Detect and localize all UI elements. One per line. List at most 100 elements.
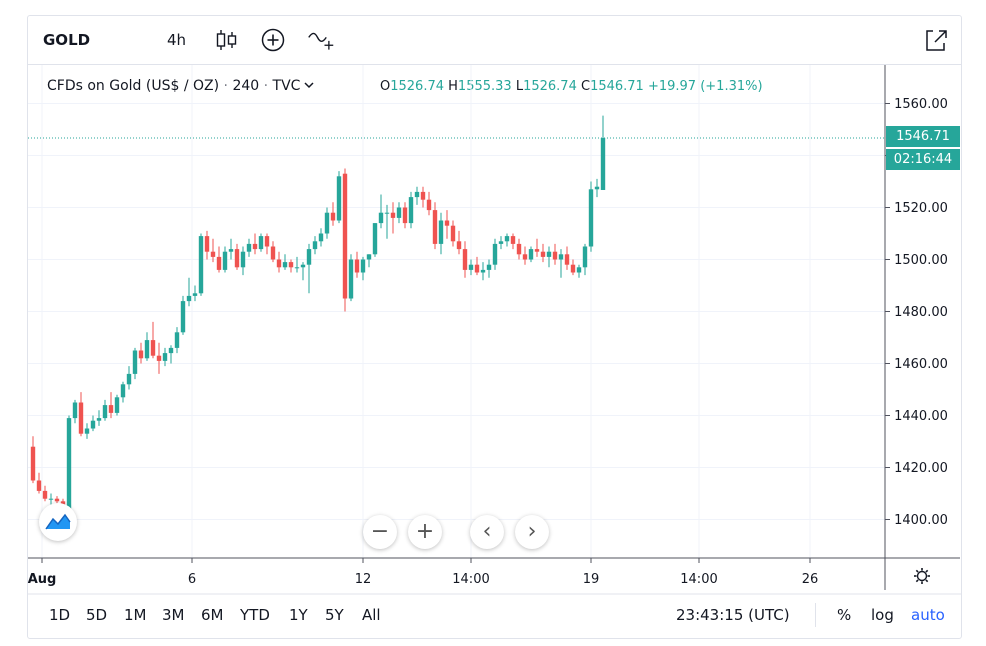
candle[interactable] — [504, 233, 510, 247]
candle[interactable] — [324, 207, 330, 239]
range-3m-button[interactable]: 3M — [162, 606, 185, 624]
zoom-out-button[interactable]: − — [363, 515, 397, 549]
candle[interactable] — [210, 238, 216, 263]
candle[interactable] — [66, 415, 72, 512]
candle[interactable] — [258, 233, 264, 252]
candle[interactable] — [222, 246, 228, 273]
candle[interactable] — [294, 256, 300, 273]
candle[interactable] — [246, 238, 252, 257]
candle[interactable] — [528, 246, 534, 263]
candle[interactable] — [366, 254, 372, 268]
candle[interactable] — [288, 259, 294, 273]
log-scale-button[interactable]: log — [871, 606, 894, 624]
candle[interactable] — [156, 342, 162, 374]
candle[interactable] — [474, 256, 480, 276]
indicators-icon[interactable] — [307, 27, 335, 53]
candle[interactable] — [564, 246, 570, 270]
candle[interactable] — [378, 194, 384, 229]
range-5d-button[interactable]: 5D — [86, 606, 108, 624]
candle[interactable] — [480, 262, 486, 281]
candle[interactable] — [132, 347, 138, 380]
candle[interactable] — [594, 178, 600, 198]
percent-scale-button[interactable]: % — [837, 606, 852, 624]
candle[interactable] — [102, 399, 108, 421]
candle[interactable] — [42, 485, 48, 502]
chart-settings-gear-icon[interactable] — [914, 568, 930, 584]
candle[interactable] — [240, 246, 246, 276]
open-in-new-window-icon[interactable] — [922, 27, 950, 53]
candle[interactable] — [192, 285, 198, 302]
range-5y-button[interactable]: 5Y — [325, 606, 344, 624]
candle[interactable] — [204, 230, 210, 260]
candle[interactable] — [186, 277, 192, 307]
candle[interactable] — [354, 251, 360, 278]
compare-add-icon[interactable] — [259, 27, 287, 53]
candle[interactable] — [360, 256, 366, 281]
candle[interactable] — [450, 220, 456, 247]
candle[interactable] — [588, 181, 594, 252]
candle[interactable] — [264, 233, 270, 255]
candle[interactable] — [162, 347, 168, 367]
candle[interactable] — [234, 243, 240, 270]
tradingview-logo[interactable] — [39, 503, 77, 541]
candle[interactable] — [552, 243, 558, 265]
auto-scale-button[interactable]: auto — [911, 606, 945, 624]
candle[interactable] — [114, 394, 120, 416]
zoom-in-button[interactable]: + — [408, 515, 442, 549]
candle[interactable] — [456, 230, 462, 255]
timezone-clock-button[interactable]: 23:43:15 (UTC) — [676, 606, 790, 624]
candle[interactable] — [150, 321, 156, 359]
candle[interactable] — [462, 241, 468, 278]
candle[interactable] — [30, 436, 36, 484]
candle[interactable] — [420, 186, 426, 208]
candle[interactable] — [168, 345, 174, 364]
candle[interactable] — [522, 246, 528, 265]
candle[interactable] — [342, 168, 348, 312]
range-1y-button[interactable]: 1Y — [289, 606, 308, 624]
candle[interactable] — [270, 241, 276, 263]
candle[interactable] — [144, 332, 150, 361]
candle[interactable] — [372, 223, 378, 257]
candle[interactable] — [90, 415, 96, 432]
interval-button[interactable]: 4h — [167, 31, 187, 49]
candle[interactable] — [108, 392, 114, 419]
candle[interactable] — [228, 238, 234, 260]
candle[interactable] — [72, 399, 78, 424]
candle[interactable] — [282, 254, 288, 270]
candle[interactable] — [600, 115, 606, 190]
range-6m-button[interactable]: 6M — [201, 606, 224, 624]
candle[interactable] — [318, 228, 324, 247]
candle[interactable] — [312, 236, 318, 255]
legend-chevron-down-icon[interactable] — [300, 78, 315, 94]
candle[interactable] — [438, 212, 444, 255]
candle[interactable] — [300, 262, 306, 281]
symbol-search-button[interactable]: GOLD — [43, 31, 91, 49]
scroll-left-button[interactable]: ‹ — [470, 515, 504, 549]
candle[interactable] — [348, 254, 354, 302]
candle[interactable] — [198, 233, 204, 296]
candle[interactable] — [216, 246, 222, 273]
candle[interactable] — [390, 202, 396, 234]
candle[interactable] — [336, 171, 342, 224]
candle[interactable] — [306, 243, 312, 294]
range-ytd-button[interactable]: YTD — [240, 606, 270, 624]
candle[interactable] — [402, 202, 408, 229]
candle[interactable] — [570, 259, 576, 276]
range-all-button[interactable]: All — [362, 606, 381, 624]
candle[interactable] — [252, 233, 258, 255]
candle[interactable] — [468, 259, 474, 276]
candle[interactable] — [120, 381, 126, 403]
candle[interactable] — [486, 259, 492, 278]
candle[interactable] — [576, 264, 582, 278]
candle[interactable] — [408, 191, 414, 229]
candle[interactable] — [174, 327, 180, 354]
candle[interactable] — [540, 243, 546, 263]
candle[interactable] — [498, 236, 504, 250]
candle[interactable] — [510, 233, 516, 250]
range-1m-button[interactable]: 1M — [124, 606, 147, 624]
candle[interactable] — [78, 392, 84, 437]
candle[interactable] — [546, 246, 552, 268]
candle[interactable] — [138, 342, 144, 364]
candles-style-icon[interactable] — [212, 27, 240, 53]
